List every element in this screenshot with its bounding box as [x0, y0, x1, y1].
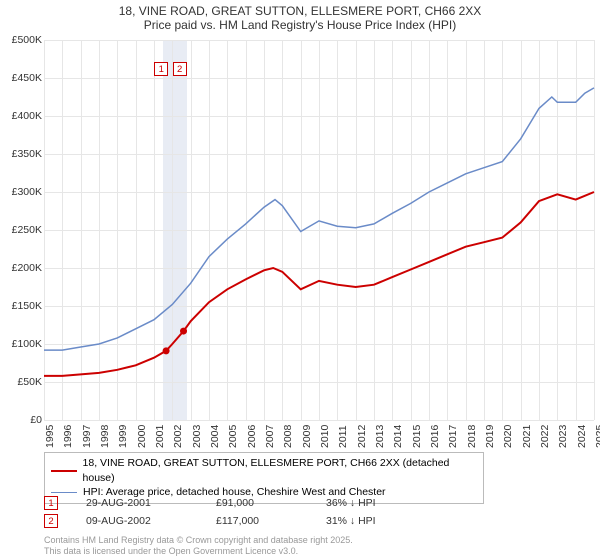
x-axis-label: 2006	[246, 425, 258, 448]
y-axis-label: £250K	[0, 224, 42, 236]
x-axis-label: 2005	[227, 425, 239, 448]
x-axis-label: 1995	[44, 425, 56, 448]
x-axis-label: 2018	[466, 425, 478, 448]
x-axis-label: 2014	[392, 425, 404, 448]
grid-line-horizontal	[44, 420, 594, 421]
x-axis-label: 2017	[447, 425, 459, 448]
sales-table-row: 1 29-AUG-2001 £91,000 36% ↓ HPI	[44, 494, 376, 512]
x-axis-label: 2007	[264, 425, 276, 448]
attribution-line2: This data is licensed under the Open Gov…	[44, 546, 353, 557]
x-axis-label: 2015	[411, 425, 423, 448]
x-axis-label: 2016	[429, 425, 441, 448]
x-axis-label: 2004	[209, 425, 221, 448]
x-axis-label: 2020	[502, 425, 514, 448]
chart-plot-area: 12 £0£50K£100K£150K£200K£250K£300K£350K£…	[44, 40, 594, 420]
legend-label-price-paid: 18, VINE ROAD, GREAT SUTTON, ELLESMERE P…	[83, 456, 477, 485]
x-axis-label: 2001	[154, 425, 166, 448]
grid-line-vertical	[594, 40, 595, 420]
x-axis-label: 2023	[557, 425, 569, 448]
annotation-box: 1	[154, 62, 168, 76]
sale-price: £91,000	[216, 497, 326, 509]
sale-marker-icon: 2	[44, 514, 58, 528]
chart-lines-svg	[44, 40, 594, 420]
x-axis-label: 2019	[484, 425, 496, 448]
y-axis-label: £100K	[0, 338, 42, 350]
x-axis-label: 2009	[301, 425, 313, 448]
x-axis-label: 2011	[337, 425, 349, 448]
sale-delta: 36% ↓ HPI	[326, 497, 376, 509]
sale-point-marker	[180, 328, 187, 335]
legend-item-price-paid: 18, VINE ROAD, GREAT SUTTON, ELLESMERE P…	[51, 456, 477, 485]
y-axis-label: £0	[0, 414, 42, 426]
y-axis-label: £300K	[0, 186, 42, 198]
annotation-box: 2	[173, 62, 187, 76]
sale-point-marker	[163, 347, 170, 354]
sale-date: 29-AUG-2001	[86, 497, 216, 509]
y-axis-label: £500K	[0, 34, 42, 46]
series-line-price_paid	[44, 192, 594, 376]
sale-date: 09-AUG-2002	[86, 515, 216, 527]
sale-marker-icon: 1	[44, 496, 58, 510]
sale-price: £117,000	[216, 515, 326, 527]
sales-table: 1 29-AUG-2001 £91,000 36% ↓ HPI 2 09-AUG…	[44, 494, 376, 530]
x-axis-label: 2012	[356, 425, 368, 448]
y-axis-label: £350K	[0, 148, 42, 160]
y-axis-label: £50K	[0, 376, 42, 388]
sale-delta: 31% ↓ HPI	[326, 515, 376, 527]
x-axis-label: 2002	[172, 425, 184, 448]
attribution-text: Contains HM Land Registry data © Crown c…	[44, 535, 353, 558]
series-line-hpi	[44, 88, 594, 350]
x-axis-label: 2008	[282, 425, 294, 448]
x-axis-label: 1996	[62, 425, 74, 448]
y-axis-label: £400K	[0, 110, 42, 122]
attribution-line1: Contains HM Land Registry data © Crown c…	[44, 535, 353, 546]
y-axis-label: £450K	[0, 72, 42, 84]
y-axis-label: £200K	[0, 262, 42, 274]
x-axis-label: 2021	[521, 425, 533, 448]
x-axis-label: 2000	[136, 425, 148, 448]
chart-title-main: 18, VINE ROAD, GREAT SUTTON, ELLESMERE P…	[0, 4, 600, 18]
sales-table-row: 2 09-AUG-2002 £117,000 31% ↓ HPI	[44, 512, 376, 530]
x-axis-label: 2013	[374, 425, 386, 448]
x-axis-label: 1997	[81, 425, 93, 448]
x-axis-label: 2024	[576, 425, 588, 448]
x-axis-label: 1999	[117, 425, 129, 448]
x-axis-label: 1998	[99, 425, 111, 448]
x-axis-label: 2010	[319, 425, 331, 448]
x-axis-label: 2022	[539, 425, 551, 448]
legend-swatch-price-paid	[51, 470, 77, 472]
y-axis-label: £150K	[0, 300, 42, 312]
x-axis-label: 2003	[191, 425, 203, 448]
x-axis-label: 2025	[594, 425, 600, 448]
chart-title-sub: Price paid vs. HM Land Registry's House …	[0, 18, 600, 32]
